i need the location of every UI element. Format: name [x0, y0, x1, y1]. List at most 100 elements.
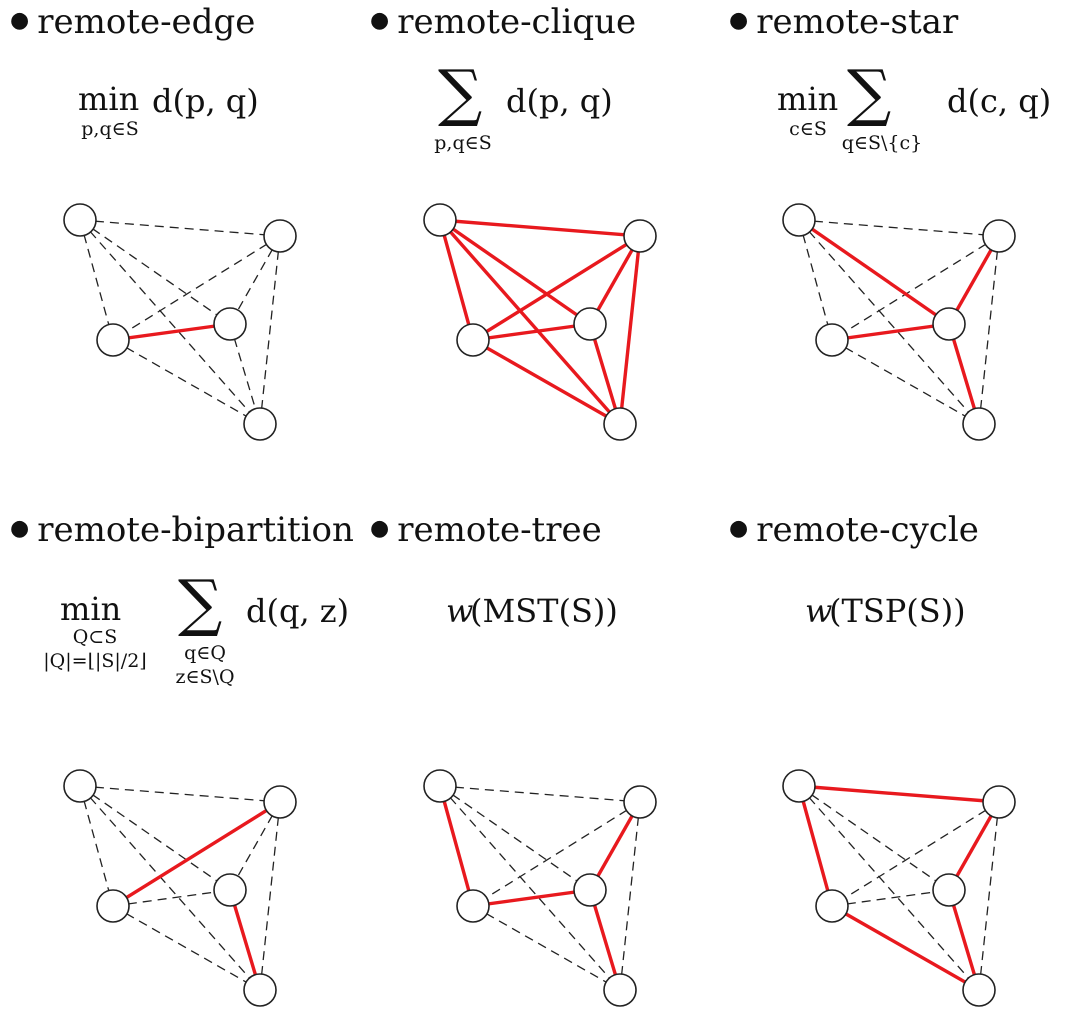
graph-node [423, 769, 457, 803]
bullet-icon: ● [10, 8, 30, 33]
selected-edge [112, 800, 281, 908]
selected-edge [798, 784, 1000, 804]
selected-edge [438, 218, 622, 426]
graph-remote-star [782, 203, 1016, 441]
graph-node [962, 973, 996, 1007]
graph-node [96, 889, 130, 923]
sigma-operator: ∑ [178, 566, 223, 639]
graph-node [423, 203, 457, 237]
graph-node [243, 407, 277, 441]
dashed-edge [79, 219, 114, 341]
bullet-icon: ● [370, 8, 390, 33]
panel-remote-star: ● remote-star min c∈S ∑ q∈S\{c} d(c, q) [719, 0, 1079, 500]
dashed-edge [619, 801, 641, 991]
graph-node [962, 407, 996, 441]
graph-node [63, 769, 97, 803]
formula-expression: d(q, z) [246, 592, 350, 630]
dashed-edge [439, 785, 621, 991]
graph-node [63, 203, 97, 237]
dashed-edge [831, 235, 1000, 341]
dashed-edge [439, 785, 641, 803]
graph-node [213, 307, 247, 341]
formula: min Q⊂S |Q|=⌊|S|/2⌋ ∑ q∈Q z∈S\Q d(q, z) [0, 570, 360, 700]
dashed-edge [79, 219, 281, 237]
dashed-edge [79, 219, 261, 425]
dashed-edge [259, 801, 281, 991]
graph-node [782, 769, 816, 803]
graph-node [982, 785, 1016, 819]
graph-remote-clique [423, 203, 657, 441]
dashed-edge [229, 323, 261, 425]
dashed-edge [259, 235, 281, 425]
panel-remote-cycle: ● remote-cycle w (TSP(S)) [719, 508, 1079, 1008]
graph-node [932, 873, 966, 907]
graph-node [456, 889, 490, 923]
selected-edge [438, 219, 475, 341]
selected-edge [588, 235, 642, 325]
panel-title: ● remote-tree [370, 510, 602, 550]
graph-remote-tree [423, 769, 657, 1007]
dashed-edge [472, 905, 621, 991]
graph-node [623, 219, 657, 253]
selected-edge [472, 234, 641, 342]
sigma-subscript: q∈S\{c} [841, 132, 923, 154]
graph-remote-bipartition [63, 769, 297, 1007]
selected-edge [618, 235, 642, 425]
graph-remote-cycle [782, 769, 1016, 1007]
min-operator: min [78, 80, 140, 118]
min-operator: min [60, 590, 122, 628]
graph-node [243, 973, 277, 1007]
formula-expression: d(p, q) [152, 82, 259, 120]
sigma-subscript-second: z∈S\Q [175, 666, 235, 688]
min-subscript-constraint: |Q|=⌊|S|/2⌋ [43, 650, 147, 672]
dashed-edge [79, 219, 231, 325]
selected-edge [472, 888, 591, 908]
graph-node [982, 219, 1016, 253]
dashed-edge [112, 339, 261, 425]
panel-title: ● remote-bipartition [10, 510, 354, 550]
formula-expression: (MST(S)) [470, 592, 618, 630]
dashed-edge [79, 785, 231, 891]
graph-node [263, 785, 297, 819]
selected-edge [947, 235, 1001, 325]
selected-edge [831, 904, 980, 992]
sigma-subscript: q∈Q [184, 642, 226, 664]
weight-symbol: w [446, 592, 474, 630]
formula: w (TSP(S)) [719, 570, 1079, 700]
graph-node [573, 307, 607, 341]
graph-node [932, 307, 966, 341]
graph-node [815, 889, 849, 923]
graph-remote-edge [63, 203, 297, 441]
dashed-edge [978, 801, 1000, 991]
formula-expression: d(c, q) [947, 82, 1052, 120]
dashed-edge [79, 785, 261, 991]
selected-edge [439, 218, 641, 238]
dashed-edge [831, 801, 1000, 907]
bullet-icon: ● [370, 516, 390, 541]
graph-node [782, 203, 816, 237]
selected-edge [472, 322, 591, 342]
dashed-edge [978, 235, 1000, 425]
graph-node [96, 323, 130, 357]
panel-title: ● remote-edge [10, 2, 256, 42]
dashed-edge [831, 889, 950, 907]
graph-node [573, 873, 607, 907]
graph-node [603, 407, 637, 441]
graph-node [623, 785, 657, 819]
dashed-edge [79, 785, 114, 907]
dashed-edge [79, 785, 281, 803]
dashed-edge [112, 889, 231, 907]
sigma-operator: ∑ [847, 56, 892, 129]
dashed-edge [229, 801, 281, 891]
panel-remote-clique: ● remote-clique ∑ p,q∈S d(p, q) [360, 0, 720, 500]
selected-edge [797, 785, 834, 907]
selected-edge [438, 785, 475, 907]
panel-title: ● remote-star [729, 2, 959, 42]
formula-expression: d(p, q) [506, 82, 613, 120]
selected-edge [947, 889, 981, 991]
dashed-edge [798, 219, 833, 341]
panel-remote-bipartition: ● remote-bipartition min Q⊂S |Q|=⌊|S|/2⌋ … [0, 508, 360, 1008]
bullet-icon: ● [10, 516, 30, 541]
min-operator: min [777, 80, 839, 118]
dashed-edge [831, 339, 980, 425]
